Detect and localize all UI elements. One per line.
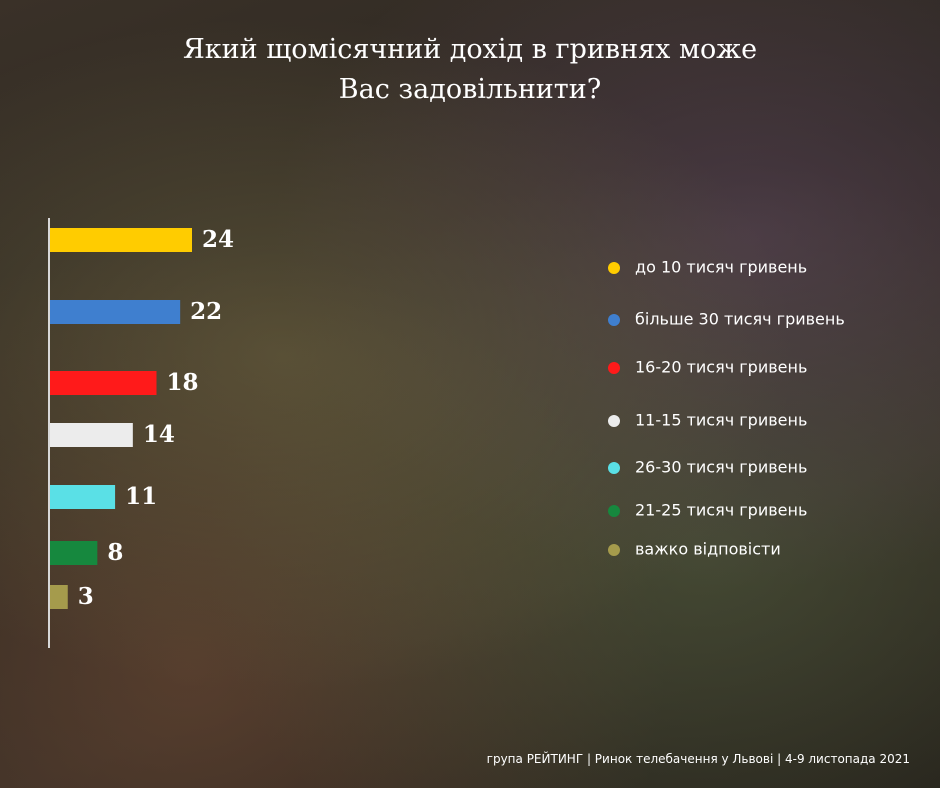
bar (50, 585, 68, 609)
legend-marker (608, 462, 620, 474)
bar (50, 485, 116, 509)
bar (50, 300, 181, 324)
legend-label: до 10 тисяч гривень (635, 258, 807, 277)
data-label: 24 (202, 226, 234, 253)
data-label: 18 (167, 369, 199, 396)
data-label: 3 (78, 583, 94, 610)
bar (50, 541, 98, 565)
legend-label: важко відповісти (635, 540, 781, 559)
data-label: 22 (190, 298, 222, 325)
data-label: 14 (143, 421, 175, 448)
legend-label: 26-30 тисяч гривень (635, 458, 807, 477)
bar (50, 371, 157, 395)
data-label: 8 (107, 539, 123, 566)
bar (50, 228, 192, 252)
legend-marker (608, 362, 620, 374)
legend-label: 21-25 тисяч гривень (635, 501, 807, 520)
legend-marker (608, 544, 620, 556)
legend-marker (608, 415, 620, 427)
legend-marker (608, 314, 620, 326)
source-note: група РЕЙТИНГ | Ринок телебачення у Льво… (486, 752, 910, 766)
chart-title: Який щомісячний дохід в гривнях може Вас… (182, 34, 758, 105)
data-label: 11 (125, 483, 157, 510)
legend-label: 11-15 тисяч гривень (635, 411, 807, 430)
legend-label: більше 30 тисяч гривень (635, 310, 845, 329)
legend-marker (608, 262, 620, 274)
legend-marker (608, 505, 620, 517)
legend-label: 16-20 тисяч гривень (635, 358, 807, 377)
bar (50, 423, 133, 447)
